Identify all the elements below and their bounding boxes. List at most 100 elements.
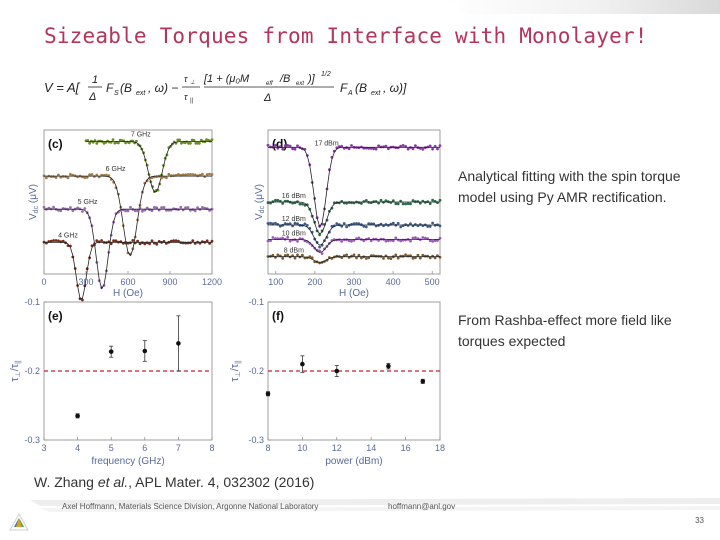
slide-title: Sizeable Torques from Interface with Mon… (44, 24, 648, 48)
data-point (334, 368, 340, 374)
formula-bracket-close: )] (306, 73, 316, 85)
data-point (271, 222, 275, 226)
data-point (76, 206, 79, 210)
data-point (394, 146, 398, 150)
data-point (193, 209, 197, 213)
data-point (409, 202, 412, 206)
data-point (205, 239, 209, 243)
x-tick-label: 12 (332, 443, 342, 453)
data-point (276, 253, 280, 257)
data-point (278, 224, 282, 228)
data-point (367, 222, 371, 225)
data-point (189, 241, 192, 245)
data-point (414, 144, 417, 147)
data-point (112, 239, 115, 243)
x-tick-label: 14 (366, 443, 376, 453)
data-point (394, 236, 398, 240)
data-point (362, 225, 366, 228)
data-point (83, 207, 87, 210)
data-point (59, 209, 63, 213)
fit-curve (44, 175, 212, 257)
data-point (131, 239, 135, 242)
data-point (377, 144, 380, 148)
data-point (83, 176, 87, 180)
formula-fs: F (106, 81, 114, 95)
series-label: 10 dBm (282, 230, 306, 237)
data-point (81, 298, 84, 302)
data-point (162, 206, 166, 209)
data-point (135, 139, 138, 143)
data-point (305, 224, 309, 227)
data-point (274, 144, 277, 147)
data-point (69, 206, 72, 209)
x-tick-label: 3 (41, 443, 46, 453)
data-point (45, 176, 48, 180)
data-point (352, 222, 356, 226)
data-point (342, 222, 346, 225)
data-point (411, 236, 415, 240)
series-label: 4 GHz (58, 232, 78, 239)
data-point (426, 225, 430, 228)
data-point (384, 199, 388, 202)
data-point (61, 239, 65, 243)
data-point (369, 222, 373, 226)
data-point (108, 349, 114, 354)
data-point (438, 236, 442, 240)
panel-e-ylabel: τ⊥/τ|| (9, 360, 22, 382)
data-point (291, 147, 294, 151)
fit-curve (44, 241, 212, 300)
formula-frac1-den: Δ (88, 91, 96, 103)
x-tick-label: 1200 (202, 277, 222, 287)
data-point (271, 236, 275, 239)
x-tick-label: 100 (268, 277, 283, 287)
data-point (394, 202, 398, 206)
formula-fa: F (340, 81, 348, 95)
panel-c-label: (c) (48, 137, 63, 151)
data-point (431, 147, 434, 151)
data-point (414, 236, 417, 240)
data-point (387, 256, 390, 260)
data-point (399, 225, 403, 229)
data-point (436, 254, 439, 257)
data-point (201, 172, 204, 176)
data-point (421, 236, 425, 239)
data-point (286, 144, 290, 147)
footer-email[interactable]: hoffmann@anl.gov (388, 502, 456, 511)
data-point (428, 202, 432, 205)
formula-args1-end: , ω) − (148, 81, 178, 95)
data-point (369, 147, 373, 150)
data-point (177, 239, 180, 243)
data-point (347, 147, 351, 151)
data-point (396, 256, 400, 260)
data-point (355, 222, 358, 225)
data-point (296, 144, 299, 148)
series-label: 8 dBm (284, 248, 304, 255)
x-tick-label: 600 (120, 277, 135, 287)
panel-d-xlabel: H (Oe) (339, 288, 369, 299)
panel-e-label: (e) (48, 309, 63, 323)
data-point (81, 210, 84, 213)
data-point (266, 143, 270, 147)
data-point (145, 241, 149, 245)
series-label: 17 dBm (315, 140, 339, 147)
x-tick-label: 16 (401, 443, 411, 453)
data-point (177, 208, 180, 211)
data-point (150, 209, 154, 212)
data-point (85, 176, 89, 179)
data-point (129, 241, 132, 245)
data-point (364, 199, 368, 202)
data-point (191, 208, 195, 211)
formula-ext: ext (296, 81, 304, 87)
data-point (57, 208, 60, 212)
fit-curve (268, 146, 440, 228)
fit-curve (268, 224, 440, 246)
data-point (165, 208, 168, 212)
data-point (291, 254, 294, 257)
data-point (141, 209, 144, 213)
data-point (49, 175, 53, 178)
data-point (281, 236, 285, 240)
data-point (382, 145, 385, 149)
data-point (386, 363, 391, 369)
page-number: 33 (695, 516, 704, 525)
data-point (142, 348, 148, 354)
